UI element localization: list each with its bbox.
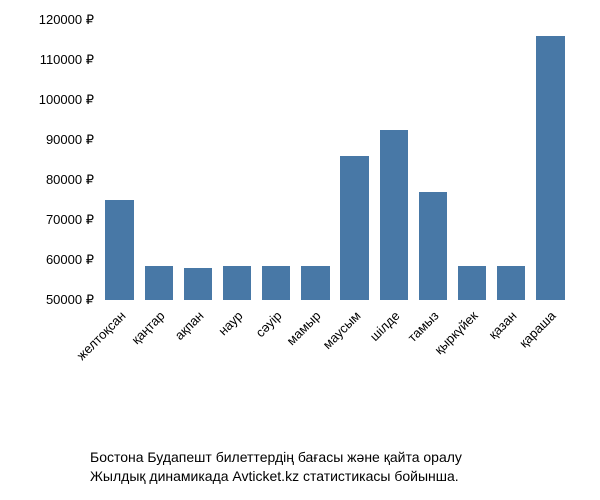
y-tick-label: 50000 ₽ xyxy=(46,292,94,308)
bar xyxy=(419,192,447,300)
bar xyxy=(536,36,564,300)
bar xyxy=(497,266,525,300)
bar xyxy=(262,266,290,300)
chart-caption: Бостона Будапешт билеттердің бағасы және… xyxy=(90,448,462,486)
y-tick-label: 110000 ₽ xyxy=(40,52,94,68)
bar xyxy=(223,266,251,300)
y-axis: 50000 ₽60000 ₽70000 ₽80000 ₽90000 ₽10000… xyxy=(20,20,98,300)
bar xyxy=(301,266,329,300)
caption-line-2: Жылдық динамикада Avticket.kz статистика… xyxy=(90,467,462,486)
y-tick-label: 120000 ₽ xyxy=(39,12,94,28)
bar xyxy=(380,130,408,300)
y-tick-label: 60000 ₽ xyxy=(46,252,94,268)
bar xyxy=(105,200,133,300)
x-axis: желтоқсанқаңтарақпаннаурсәуірмамырмаусым… xyxy=(100,302,570,422)
caption-line-1: Бостона Будапешт билеттердің бағасы және… xyxy=(90,448,462,467)
y-tick-label: 80000 ₽ xyxy=(46,172,94,188)
bar xyxy=(458,266,486,300)
y-tick-label: 100000 ₽ xyxy=(39,92,94,108)
plot-area xyxy=(100,20,570,300)
bar xyxy=(184,268,212,300)
bar xyxy=(340,156,368,300)
chart-container: 50000 ₽ 60000 ₽ 70000 ₽ 80000 ₽ 90000 ₽ 10000… xyxy=(20,10,580,440)
bar xyxy=(145,266,173,300)
y-tick-label: 90000 ₽ xyxy=(46,132,94,148)
y-tick-label: 70000 ₽ xyxy=(46,212,94,228)
